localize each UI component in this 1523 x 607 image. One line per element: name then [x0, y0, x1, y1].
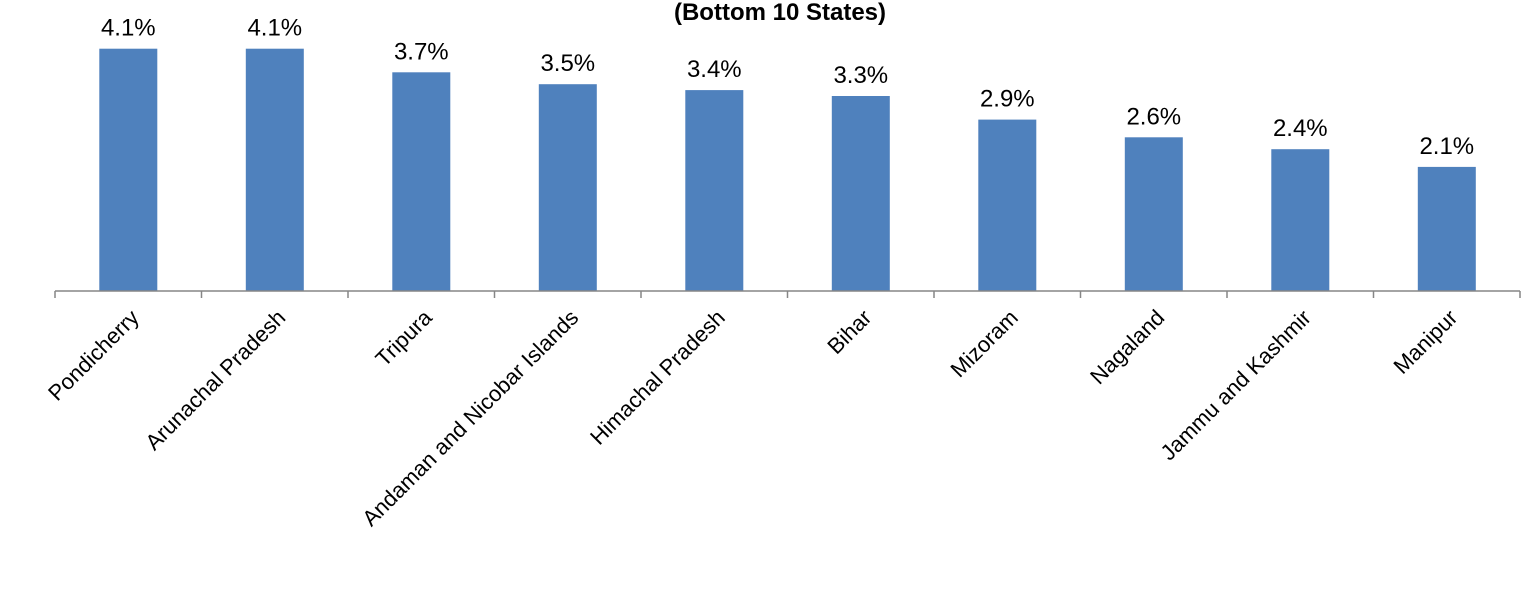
value-labels-group: 4.1% 4.1% 3.7% 3.5% 3.4% 3.3% 2.9% 2.6% 2.4% 2.1% [101, 15, 1474, 160]
value-label-0: 4.1% [101, 15, 156, 42]
value-label-2: 3.7% [394, 38, 449, 65]
category-label-2: Tripura [370, 304, 437, 371]
bar-1 [245, 48, 304, 292]
x-axis [54, 290, 1521, 298]
chart-title: (Bottom 10 States) [674, 0, 886, 26]
value-label-7: 2.6% [1126, 103, 1181, 130]
category-label-8: Jammu and Kashmir [1155, 305, 1315, 465]
category-label-0: Pondicherry [43, 305, 144, 406]
value-label-9: 2.1% [1419, 133, 1474, 160]
bar-7 [1124, 137, 1183, 291]
value-label-5: 3.3% [833, 62, 888, 89]
bar-3 [538, 84, 597, 291]
value-label-4: 3.4% [687, 56, 742, 83]
value-label-3: 3.5% [540, 50, 595, 77]
category-label-9: Manipur [1388, 305, 1462, 379]
value-label-8: 2.4% [1273, 115, 1328, 142]
category-label-6: Mizoram [946, 305, 1023, 382]
bar-5 [831, 96, 890, 291]
value-label-1: 4.1% [247, 15, 302, 42]
category-label-1: Arunachal Pradesh [140, 305, 290, 455]
bar-9 [1417, 166, 1476, 291]
bar-4 [685, 90, 744, 291]
bar-6 [978, 119, 1037, 291]
bars-group [99, 48, 1476, 292]
category-label-7: Nagaland [1085, 305, 1169, 389]
category-label-4: Himachal Pradesh [585, 305, 730, 450]
bar-0 [99, 48, 158, 292]
bar-2 [392, 72, 451, 291]
bar-8 [1271, 149, 1330, 291]
category-label-5: Bihar [822, 305, 876, 359]
value-label-6: 2.9% [980, 86, 1035, 113]
